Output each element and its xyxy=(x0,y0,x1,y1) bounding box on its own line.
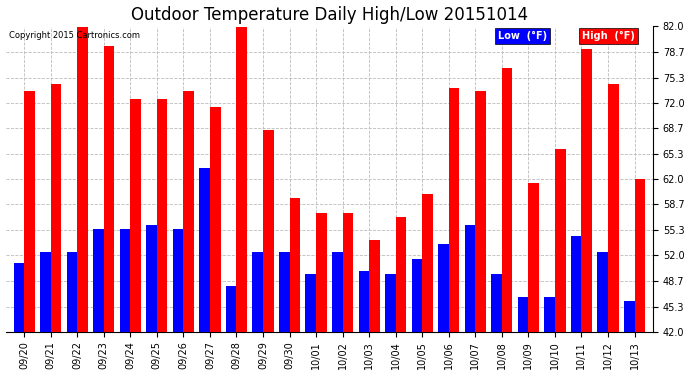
Bar xyxy=(157,99,168,332)
Bar xyxy=(544,297,555,332)
Bar xyxy=(491,274,502,332)
Bar xyxy=(438,244,449,332)
Bar xyxy=(119,229,130,332)
Text: Low  (°F): Low (°F) xyxy=(497,31,546,41)
Bar xyxy=(359,271,369,332)
Bar xyxy=(582,50,592,332)
Bar xyxy=(343,213,353,332)
Bar xyxy=(518,297,529,332)
Bar xyxy=(571,236,582,332)
Bar xyxy=(24,92,34,332)
Bar xyxy=(475,92,486,332)
Bar xyxy=(448,87,460,332)
Bar xyxy=(332,252,343,332)
Bar xyxy=(555,148,566,332)
Bar xyxy=(77,27,88,332)
Bar xyxy=(369,240,380,332)
Bar xyxy=(502,69,513,332)
Bar xyxy=(422,194,433,332)
Bar xyxy=(226,286,237,332)
Bar xyxy=(210,106,221,332)
Bar xyxy=(290,198,300,332)
Bar xyxy=(237,27,247,332)
Bar xyxy=(412,259,422,332)
Bar xyxy=(184,92,194,332)
Bar xyxy=(608,84,619,332)
Bar xyxy=(104,46,115,332)
Bar xyxy=(146,225,157,332)
Text: Copyright 2015 Cartronics.com: Copyright 2015 Cartronics.com xyxy=(9,31,140,40)
Bar xyxy=(624,301,635,332)
Bar xyxy=(199,168,210,332)
Bar xyxy=(253,252,263,332)
Bar xyxy=(50,84,61,332)
Title: Outdoor Temperature Daily High/Low 20151014: Outdoor Temperature Daily High/Low 20151… xyxy=(131,6,528,24)
Bar xyxy=(93,229,104,332)
Bar xyxy=(635,179,645,332)
Bar xyxy=(263,129,274,332)
Bar xyxy=(464,225,475,332)
Bar xyxy=(385,274,395,332)
Bar xyxy=(316,213,326,332)
Bar xyxy=(14,263,24,332)
Bar xyxy=(279,252,290,332)
Bar xyxy=(395,217,406,332)
Bar xyxy=(67,252,77,332)
Bar xyxy=(172,229,184,332)
Text: High  (°F): High (°F) xyxy=(582,31,635,41)
Bar xyxy=(40,252,50,332)
Bar xyxy=(130,99,141,332)
Bar xyxy=(306,274,316,332)
Bar xyxy=(529,183,539,332)
Bar xyxy=(598,252,608,332)
